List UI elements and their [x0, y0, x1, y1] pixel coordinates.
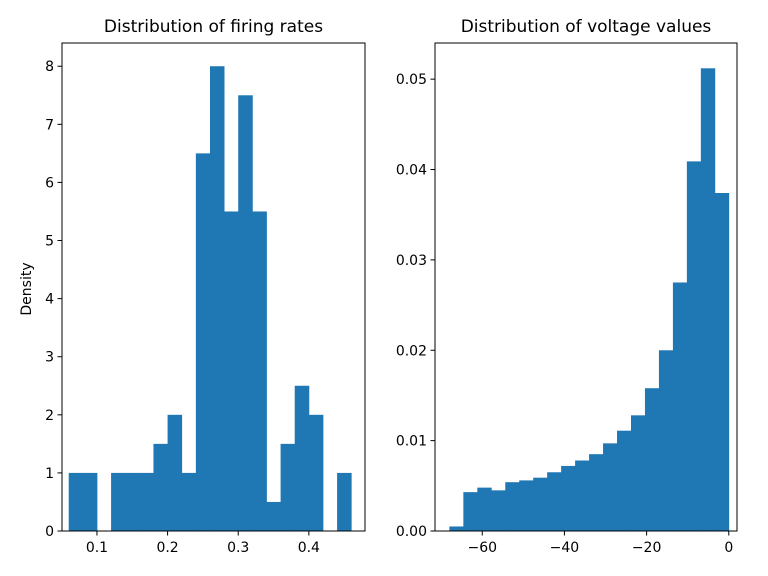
y-tick-label: 0.01 [396, 434, 427, 450]
histogram-bar [603, 443, 618, 531]
plot-frame [434, 42, 738, 532]
histogram-bar [266, 501, 281, 531]
x-tick-label: 0 [724, 540, 733, 556]
y-tick-label: 0.02 [396, 343, 427, 359]
y-tick-label: 4 [45, 292, 54, 308]
y-tick-label: 0.05 [396, 72, 427, 88]
histogram-bar [167, 414, 183, 531]
histogram-bar [224, 211, 239, 531]
histogram-bar [280, 443, 296, 531]
histogram-bar [294, 385, 310, 531]
histogram-bar [209, 66, 225, 531]
plot-frame [61, 42, 366, 532]
histogram-bar [337, 472, 352, 531]
y-ticks: 0 1 2 3 4 5 6 7 8 [45, 59, 62, 540]
x-ticks: 0.1 0.2 0.3 0.4 [86, 531, 320, 556]
histogram-bar [153, 443, 168, 531]
histogram-bar [477, 487, 492, 531]
histogram-bar [491, 490, 506, 531]
histogram-bar [547, 472, 562, 531]
chart-title: Distribution of voltage values [461, 17, 712, 37]
histogram-bar [519, 480, 534, 531]
y-tick-label: 6 [45, 175, 54, 191]
y-tick-label: 7 [45, 117, 54, 133]
histogram-bar [505, 482, 520, 531]
x-tick-label: 0.3 [227, 540, 249, 556]
y-tick-label: 0.04 [396, 163, 427, 179]
bars [68, 66, 352, 532]
y-ticks: 0.00 0.01 0.02 0.03 0.04 0.05 [396, 72, 435, 540]
firing-rates-chart: Distribution of firing rates Density 0.1… [19, 17, 366, 556]
x-ticks: −60 −40 −20 0 [467, 531, 733, 556]
histogram-bar [125, 472, 140, 531]
x-tick-label: −20 [632, 540, 662, 556]
histogram-bar [82, 472, 98, 531]
histogram-bar [630, 415, 646, 531]
histogram-bar [617, 430, 632, 531]
histogram-bar [672, 282, 688, 531]
bars [449, 68, 730, 531]
x-tick-label: 0.4 [298, 540, 320, 556]
histogram-bar [686, 161, 702, 531]
x-tick-label: −40 [550, 540, 580, 556]
y-tick-label: 5 [45, 234, 54, 250]
histogram-bar [589, 454, 604, 531]
x-tick-label: 0.2 [156, 540, 178, 556]
y-tick-label: 8 [45, 59, 54, 75]
y-tick-label: 0.03 [396, 253, 427, 269]
y-tick-label: 0.00 [396, 524, 427, 540]
histogram-bar [644, 388, 660, 531]
histogram-bar [658, 350, 674, 531]
histogram-bar [700, 68, 716, 531]
histogram-bar [449, 526, 464, 531]
histogram-bar [181, 472, 197, 531]
y-tick-label: 3 [45, 350, 54, 366]
histogram-bar [252, 211, 267, 531]
histogram-bar [195, 153, 211, 531]
histogram-bar [463, 492, 478, 531]
y-axis-label: Density [19, 262, 35, 315]
histogram-bar [139, 472, 154, 531]
x-tick-label: −60 [467, 540, 497, 556]
voltage-values-chart: Distribution of voltage values −60 −40 −20… [396, 17, 738, 556]
y-tick-label: 0 [45, 524, 54, 540]
histogram-bar [238, 95, 253, 532]
y-tick-label: 1 [45, 466, 54, 482]
x-tick-label: 0.1 [86, 540, 108, 556]
chart-title: Distribution of firing rates [104, 17, 323, 37]
histogram-bar [111, 472, 126, 531]
histogram-bar [714, 193, 730, 531]
histogram-bar [561, 465, 576, 531]
histogram-bar [575, 460, 590, 531]
histogram-bar [308, 414, 324, 531]
histogram-bar [533, 477, 548, 531]
y-tick-label: 2 [45, 408, 54, 424]
histogram-bar [68, 472, 84, 531]
